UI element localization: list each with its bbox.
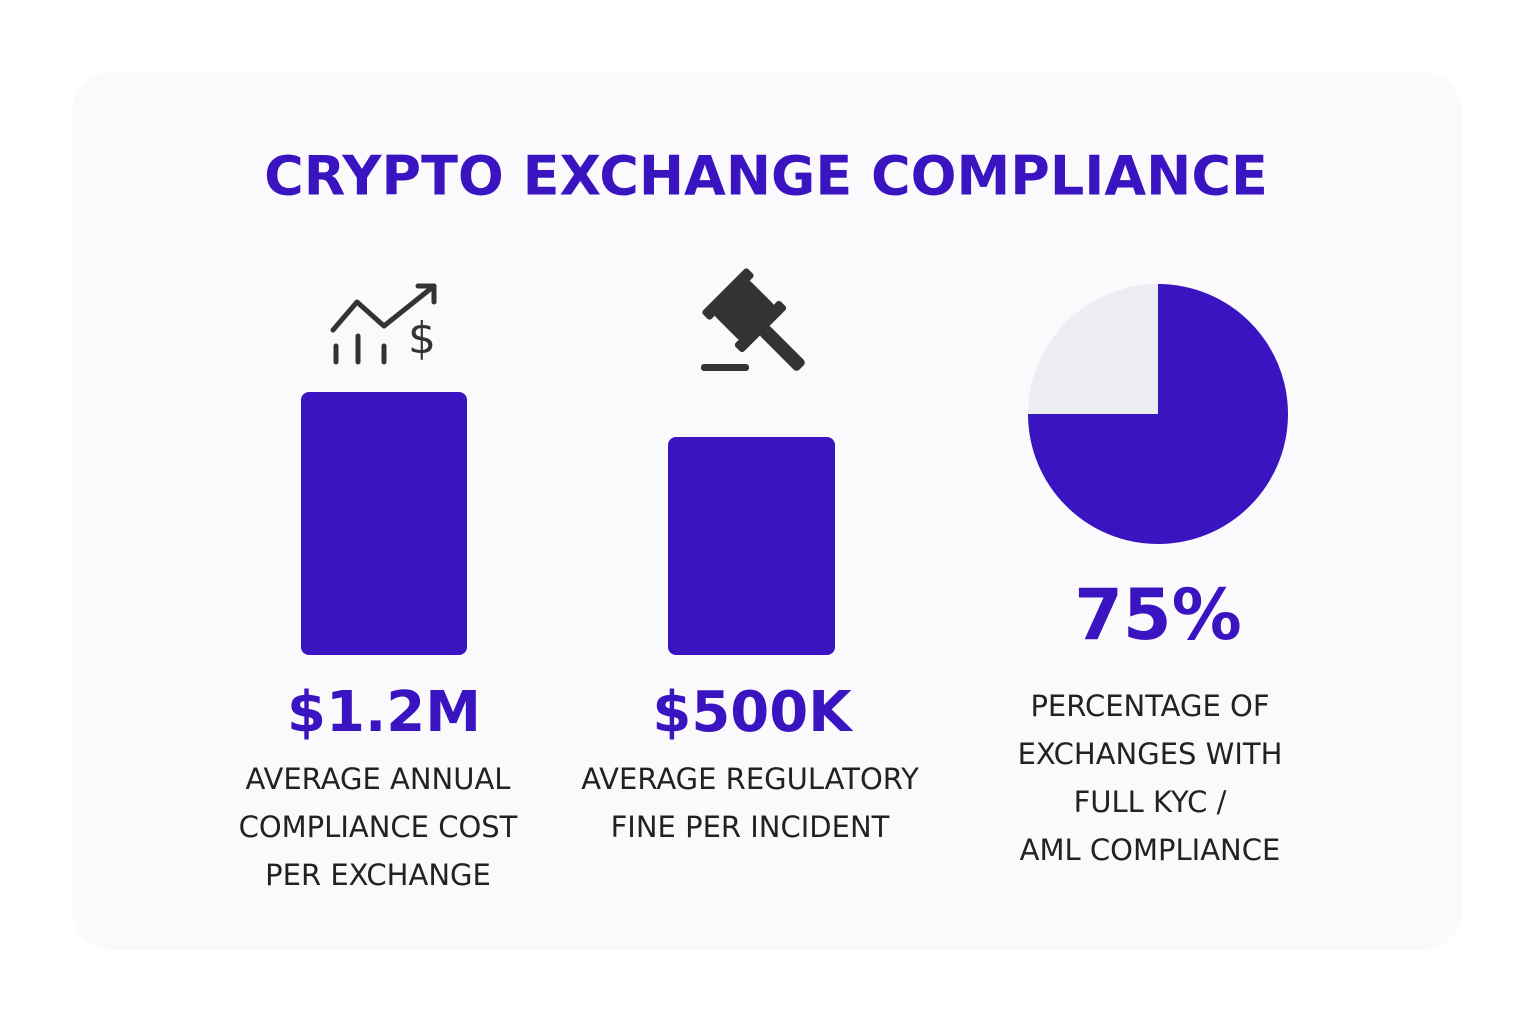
stat-label: EXCHANGES WITH <box>1018 737 1283 771</box>
bar-illustration <box>301 392 467 655</box>
title: CRYPTO EXCHANGE COMPLIANCE <box>264 145 1268 208</box>
svg-text:$: $ <box>408 313 436 364</box>
stat-label: FINE PER INCIDENT <box>611 810 890 844</box>
gavel-icon <box>701 268 805 371</box>
stat-label: FULL KYC / <box>1074 785 1227 819</box>
bar-illustration <box>668 437 835 655</box>
stat-value: $1.2M <box>287 680 481 745</box>
pie <box>1028 284 1288 544</box>
stat-label: PERCENTAGE OF <box>1030 689 1269 723</box>
stat-label: AVERAGE REGULATORY <box>581 762 919 796</box>
pie-slice <box>1028 284 1288 544</box>
stat-value: 75% <box>1074 574 1242 656</box>
stat-label: PER EXCHANGE <box>265 858 491 892</box>
stat-label: COMPLIANCE COST <box>239 810 518 844</box>
chart-icon: $ <box>330 283 437 365</box>
stat-label: AML COMPLIANCE <box>1020 833 1281 867</box>
stat-value: $500K <box>652 680 854 745</box>
stat-label: AVERAGE ANNUAL <box>246 762 511 796</box>
labels: AVERAGE ANNUAL COMPLIANCE COST PER EXCHANG… <box>239 689 1283 892</box>
